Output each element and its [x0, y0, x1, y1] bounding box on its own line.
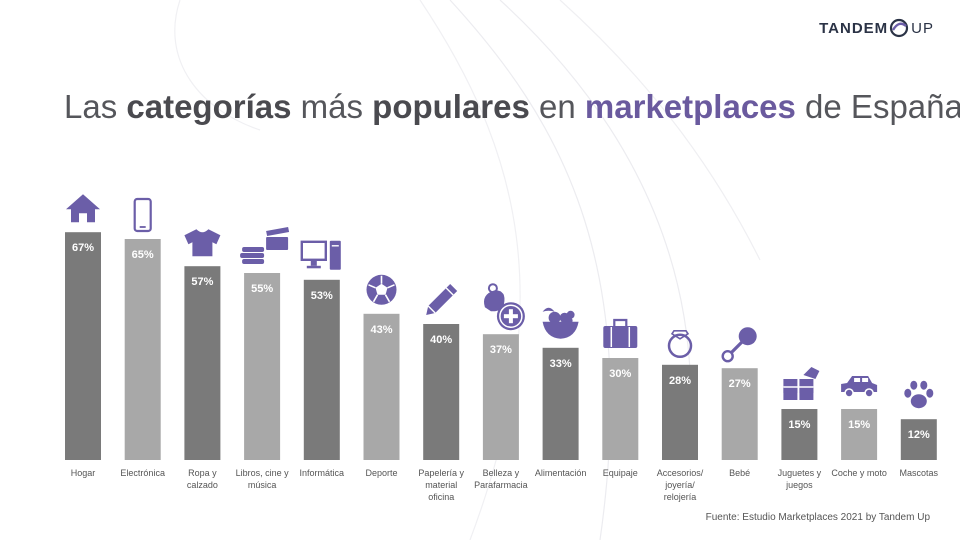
category-label: Libros, cine y — [236, 468, 290, 478]
rattle-icon — [721, 327, 757, 363]
value-label: 40% — [430, 334, 452, 346]
books-film-icon — [240, 227, 290, 264]
category-label: Coche y moto — [831, 468, 887, 478]
category-label: joyería/ — [664, 480, 695, 490]
title-part: Las — [64, 88, 127, 125]
bar-12 — [721, 368, 758, 460]
value-label: 65% — [132, 249, 154, 261]
category-label: Equipaje — [603, 468, 638, 478]
title-bold-categorias: categorías — [126, 88, 292, 125]
category-label: material — [425, 480, 457, 490]
category-label: música — [248, 480, 277, 490]
category-label: Juguetes y — [778, 468, 822, 478]
pencil-icon — [426, 284, 458, 315]
category-label: Electrónica — [120, 468, 165, 478]
category-label: Belleza y — [483, 468, 520, 478]
house-icon — [66, 194, 100, 223]
bar-7 — [423, 324, 460, 460]
value-label: 27% — [729, 378, 751, 390]
value-label: 55% — [251, 283, 273, 295]
category-label: Papelería y — [418, 468, 464, 478]
paw-icon — [904, 380, 934, 409]
category-label: juegos — [785, 480, 813, 490]
ring-icon — [667, 329, 693, 359]
bar-5 — [303, 279, 340, 460]
category-label: Ropa y — [188, 468, 217, 478]
category-label: Deporte — [365, 468, 397, 478]
tandem-up-logo: TANDEM UP — [819, 18, 934, 38]
bar-11 — [662, 364, 698, 460]
bar-6 — [363, 313, 400, 460]
bar-14 — [841, 409, 878, 460]
smartphone-icon — [133, 197, 152, 233]
logo-mark-icon — [890, 18, 909, 38]
value-label: 15% — [788, 419, 810, 431]
bar-13 — [781, 409, 818, 460]
car-icon — [841, 376, 878, 398]
bar-10 — [602, 358, 639, 460]
bar-15 — [900, 419, 937, 460]
value-label: 15% — [848, 419, 870, 431]
category-label: Hogar — [71, 468, 96, 478]
page-title: Las categorías más populares en marketpl… — [64, 88, 960, 126]
bar-8 — [482, 334, 519, 460]
suitcase-icon — [603, 318, 638, 348]
value-label: 33% — [550, 358, 572, 370]
beauty-pharmacy-icon — [484, 283, 525, 331]
value-label: 37% — [490, 344, 512, 356]
source-note: Fuente: Estudio Marketplaces 2021 by Tan… — [705, 512, 930, 523]
category-label: calzado — [187, 480, 218, 490]
value-label: 30% — [609, 368, 631, 380]
fruit-basket-icon — [542, 307, 579, 339]
soccer-ball-icon — [366, 274, 397, 305]
bar-4 — [244, 273, 281, 460]
category-label: Alimentación — [535, 468, 587, 478]
computer-icon — [300, 240, 341, 270]
title-highlight-marketplaces: marketplaces — [584, 88, 796, 125]
bar-2 — [124, 239, 161, 460]
puzzle-icon — [783, 367, 820, 400]
category-label: Mascotas — [900, 468, 939, 478]
bar-3 — [184, 266, 221, 460]
category-label: Informática — [300, 468, 345, 478]
logo-text-up: UP — [911, 19, 934, 37]
category-label: relojería — [664, 492, 697, 502]
tshirt-icon — [184, 229, 221, 257]
value-label: 67% — [72, 242, 94, 254]
value-label: 43% — [370, 324, 392, 336]
logo-text-tandem: TANDEM — [819, 19, 889, 37]
title-bold-populares: populares — [372, 88, 530, 125]
category-label: Bebé — [729, 468, 750, 478]
value-label: 53% — [311, 290, 333, 302]
title-part: más — [291, 88, 373, 125]
bar-1 — [65, 232, 101, 460]
category-label: oficina — [428, 492, 454, 502]
value-label: 57% — [191, 276, 213, 288]
title-part: en — [529, 88, 585, 125]
value-label: 12% — [908, 429, 930, 441]
value-label: 28% — [669, 375, 691, 387]
category-label: Parafarmacia — [474, 480, 528, 490]
category-label: Accesorios/ — [657, 468, 704, 478]
title-part: de España — [795, 88, 960, 125]
bar-9 — [542, 347, 579, 460]
